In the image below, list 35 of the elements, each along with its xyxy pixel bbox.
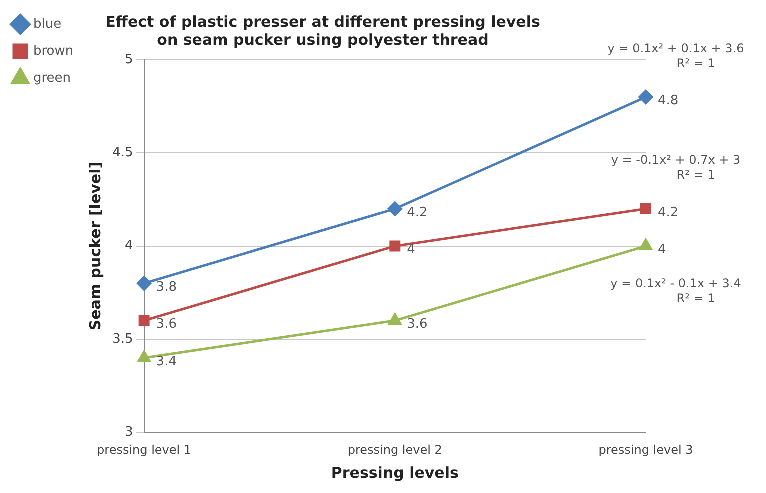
point [640, 204, 652, 215]
annotation: y = 0.1x² + 0.1x + 3.6 R² = 1 [608, 41, 744, 70]
y-tick-label: 3.5 [112, 332, 134, 347]
y-tick-label: 5 [125, 52, 134, 68]
y-axis-title: Seam pucker [level] [86, 162, 105, 331]
point [640, 239, 652, 251]
point [388, 202, 402, 216]
x-tick-label: pressing level 1 [97, 442, 192, 457]
x-tick-label: pressing level 2 [348, 442, 442, 457]
legend-label: brown [34, 44, 74, 59]
point [138, 315, 150, 326]
data-label: 3.6 [407, 317, 428, 332]
data-label: 3.4 [156, 354, 177, 370]
y-tick-label: 4 [125, 238, 134, 254]
y-tick-label: 4.5 [112, 146, 134, 161]
data-label: 4.2 [407, 205, 428, 220]
x-tick-label: pressing level 3 [598, 442, 694, 457]
data-label: 3.6 [156, 317, 177, 332]
chart-title: Effect of plastic presser at different pressing levels on seam pucker using polyester thread [106, 12, 540, 49]
point [138, 350, 151, 362]
data-label: 3.8 [156, 280, 177, 295]
point [390, 240, 401, 252]
y-tick-label: 3 [125, 424, 134, 440]
data-label: 4.2 [658, 205, 679, 220]
annotation: y = 0.1x² - 0.1x + 3.4 R² = 1 [610, 276, 742, 306]
x-axis-title: Pressing levels [331, 464, 459, 482]
legend-label: blue [34, 16, 62, 32]
legend-label: green [34, 70, 72, 86]
data-label: 4 [407, 242, 416, 258]
data-label: 4.8 [658, 94, 679, 109]
point [638, 90, 654, 105]
point [388, 314, 402, 326]
annotation: y = -0.1x² + 0.7x + 3 R² = 1 [611, 153, 741, 182]
point [137, 276, 152, 291]
data-label: 4 [658, 242, 666, 258]
